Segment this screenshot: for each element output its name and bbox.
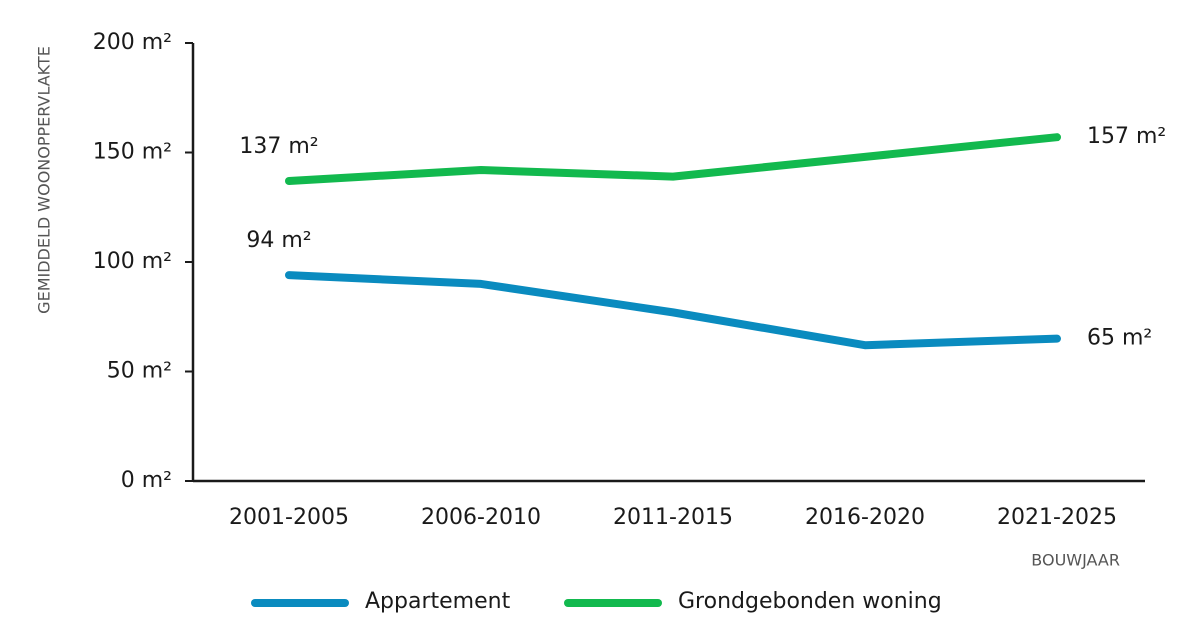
legend-label: Appartement: [365, 589, 511, 614]
x-tick-label: 2001-2005: [229, 505, 349, 530]
x-tick-label: 2021-2025: [997, 505, 1117, 530]
y-tick-label: 0 m²: [121, 468, 172, 493]
y-tick-label: 50 m²: [107, 359, 172, 384]
x-tick-label: 2016-2020: [805, 505, 925, 530]
data-label: 137 m²: [239, 134, 318, 159]
data-line: [285, 271, 1061, 350]
legend-label: Grondgebonden woning: [678, 589, 942, 614]
data-line: [285, 133, 1061, 185]
x-axis-title: BOUWJAAR: [1031, 551, 1120, 570]
y-axis-title: GEMIDDELD WOONOPPERVLAKTE: [35, 46, 54, 314]
data-label: 94 m²: [246, 228, 311, 253]
y-tick-label: 100 m²: [93, 249, 172, 274]
y-tick-label: 150 m²: [93, 140, 172, 165]
x-tick-label: 2011-2015: [613, 505, 733, 530]
x-tick-label: 2006-2010: [421, 505, 541, 530]
data-label: 65 m²: [1087, 326, 1152, 351]
y-tick-label: 200 m²: [93, 30, 172, 55]
data-label: 157 m²: [1087, 124, 1166, 149]
